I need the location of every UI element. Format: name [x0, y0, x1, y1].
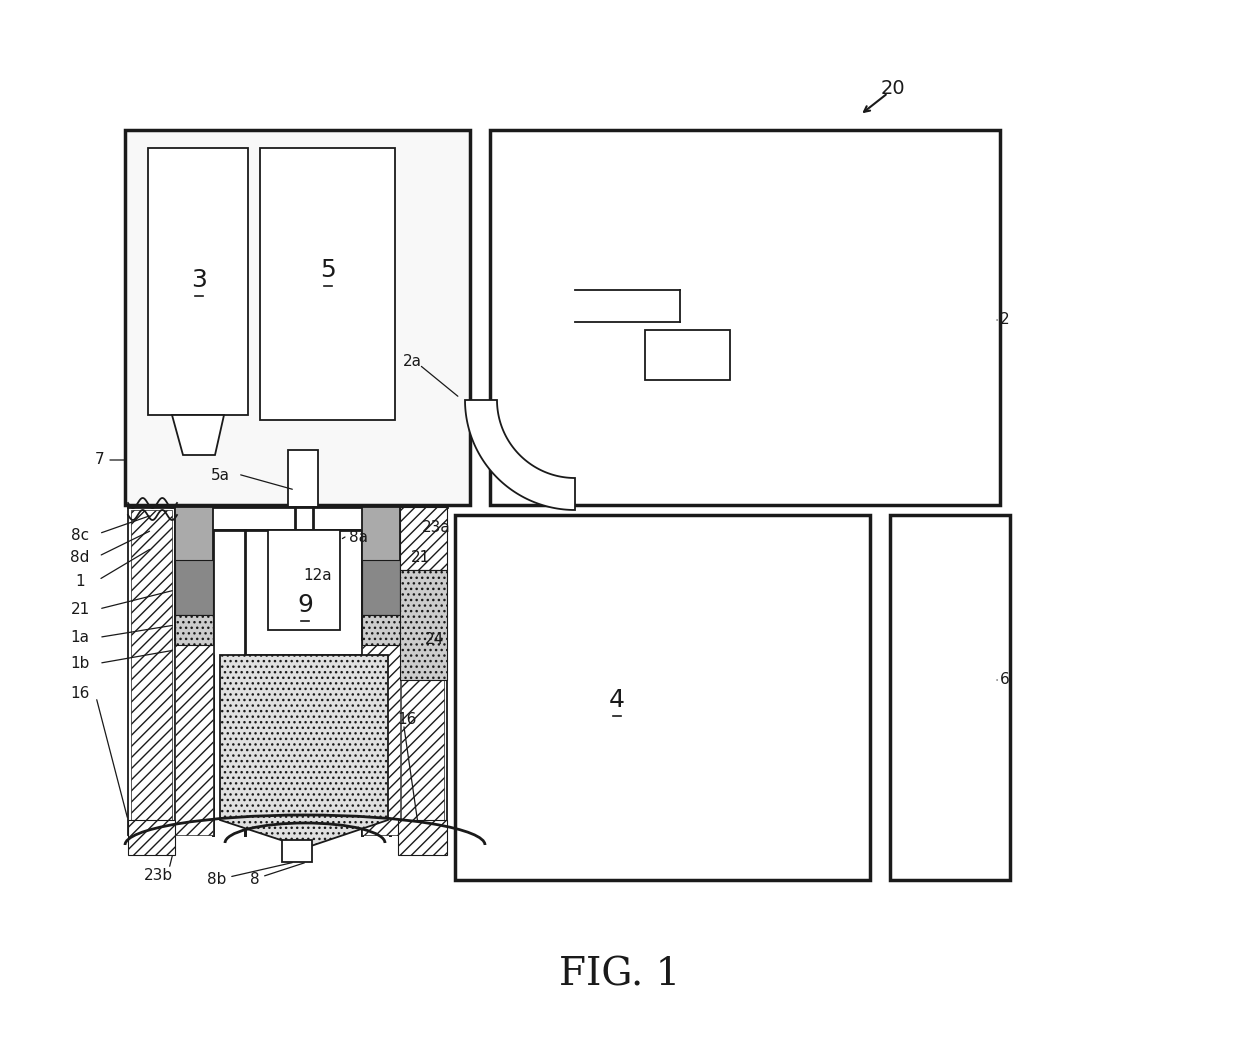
Bar [281, 840, 312, 862]
Polygon shape [398, 820, 446, 855]
Bar [890, 515, 1011, 880]
Text: 24: 24 [425, 633, 445, 647]
Text: 21: 21 [71, 602, 89, 617]
Text: 7: 7 [95, 452, 105, 468]
Text: 8c: 8c [71, 527, 89, 543]
Text: 8: 8 [250, 873, 260, 887]
Polygon shape [175, 507, 213, 640]
Text: 6: 6 [1001, 672, 1009, 688]
Text: 5a: 5a [211, 468, 229, 482]
Text: 4: 4 [609, 688, 625, 712]
Text: 8d: 8d [71, 550, 89, 566]
Polygon shape [128, 507, 175, 835]
Polygon shape [175, 560, 213, 615]
Text: 23a: 23a [422, 520, 450, 535]
Text: 8b: 8b [207, 873, 227, 887]
Text: 3: 3 [191, 268, 207, 292]
Polygon shape [131, 511, 172, 832]
Bar [455, 515, 870, 880]
Text: 5: 5 [320, 258, 336, 282]
Polygon shape [362, 615, 401, 645]
Text: 23b: 23b [144, 868, 172, 882]
Bar [288, 450, 317, 507]
Text: 16: 16 [397, 712, 417, 728]
Text: 20: 20 [880, 78, 905, 97]
Polygon shape [362, 640, 401, 835]
Polygon shape [401, 511, 444, 832]
Polygon shape [128, 820, 175, 855]
Text: 2a: 2a [403, 355, 422, 370]
Bar [125, 130, 470, 505]
Polygon shape [401, 507, 446, 570]
Polygon shape [401, 570, 446, 680]
Text: FIG. 1: FIG. 1 [559, 956, 681, 994]
Polygon shape [398, 507, 446, 835]
Text: 8a: 8a [348, 529, 367, 545]
Bar [148, 148, 248, 416]
Polygon shape [175, 640, 213, 835]
Text: 1a: 1a [71, 631, 89, 645]
Polygon shape [362, 560, 401, 615]
Polygon shape [219, 655, 388, 848]
Bar [645, 330, 730, 380]
Text: 1b: 1b [71, 657, 89, 671]
Text: 1: 1 [76, 574, 84, 590]
Polygon shape [213, 530, 391, 655]
Polygon shape [465, 400, 575, 511]
Text: 9: 9 [298, 593, 312, 617]
Polygon shape [175, 615, 213, 645]
Text: 2: 2 [1001, 312, 1009, 328]
Bar [490, 130, 999, 505]
Bar [260, 148, 396, 420]
Polygon shape [362, 507, 401, 640]
Bar [268, 530, 340, 630]
Polygon shape [172, 416, 224, 455]
Text: 16: 16 [71, 686, 89, 701]
Text: 21: 21 [410, 549, 429, 565]
Text: 12a: 12a [304, 568, 332, 583]
